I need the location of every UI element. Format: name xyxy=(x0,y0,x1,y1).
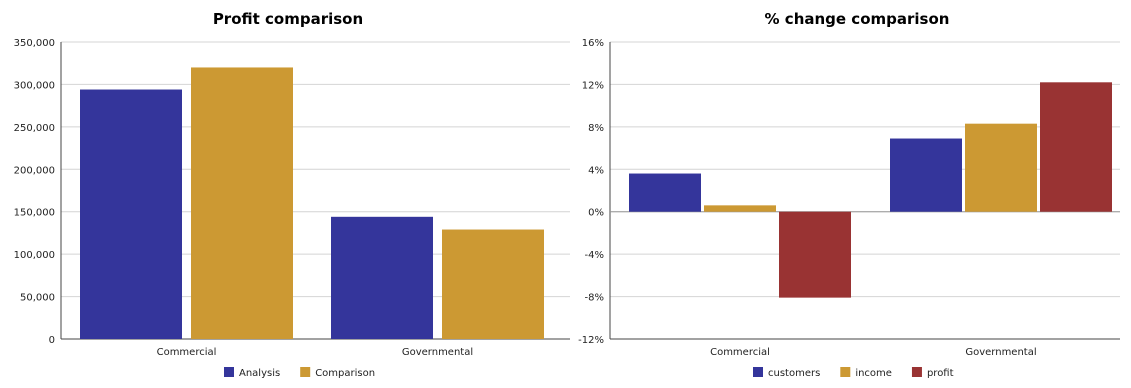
y-tick-label: -12% xyxy=(578,335,604,346)
bar-analysis-commercial xyxy=(80,89,182,340)
y-tick-label: 0 xyxy=(49,335,55,346)
bar-profit-governmental xyxy=(1040,82,1112,212)
legend-label: income xyxy=(855,368,892,379)
bar-income-governmental xyxy=(965,123,1037,212)
bar-comparison-commercial xyxy=(191,67,293,339)
legend-swatch xyxy=(840,367,851,377)
chart-title-profit-comparison: Profit comparison xyxy=(213,10,363,28)
legend-label: Comparison xyxy=(315,368,375,379)
x-category-label: Commercial xyxy=(710,347,770,358)
y-tick-label: 350,000 xyxy=(14,38,55,49)
y-tick-label: -8% xyxy=(585,293,604,304)
legend-swatch xyxy=(911,367,922,377)
legend-label: profit xyxy=(927,368,954,379)
legend-swatch xyxy=(753,367,763,377)
legend-label: customers xyxy=(768,368,820,379)
bar-comparison-governmental xyxy=(442,229,544,339)
y-tick-label: -4% xyxy=(585,250,604,261)
y-tick-label: 0% xyxy=(588,208,604,219)
x-category-label: Governmental xyxy=(402,347,473,358)
x-category-label: Governmental xyxy=(965,347,1036,358)
y-tick-label: 200,000 xyxy=(14,165,55,176)
bar-income-commercial xyxy=(704,205,776,212)
profit-comparison-chart: 0 50,000 100,000 150,000 200,000 250,000 300,0… xyxy=(14,38,570,379)
y-tick-label: 8% xyxy=(588,123,604,134)
y-tick-label: 250,000 xyxy=(14,123,55,134)
legend-swatch xyxy=(224,367,234,377)
y-tick-label: 300,000 xyxy=(14,80,55,91)
bar-analysis-governmental xyxy=(331,216,433,339)
bar-profit-commercial xyxy=(779,211,851,298)
bar-customers-commercial xyxy=(629,173,701,212)
y-tick-label: 50,000 xyxy=(20,293,55,304)
y-tick-label: 4% xyxy=(588,165,604,176)
y-tick-label: 100,000 xyxy=(14,250,55,261)
legend-swatch xyxy=(300,367,311,377)
y-tick-label: 150,000 xyxy=(14,208,55,219)
chart-title-percent-change-comparison: % change comparison xyxy=(765,10,950,28)
legend-label: Analysis xyxy=(239,368,280,379)
x-category-label: Commercial xyxy=(157,347,217,358)
y-tick-label: 12% xyxy=(582,80,604,91)
percent-change-comparison-chart: -12% -8% -4% 0% 4% 8% 12% 16% Commercial Governme… xyxy=(578,38,1120,379)
y-tick-label: 16% xyxy=(582,38,604,49)
bar-customers-governmental xyxy=(890,138,962,212)
